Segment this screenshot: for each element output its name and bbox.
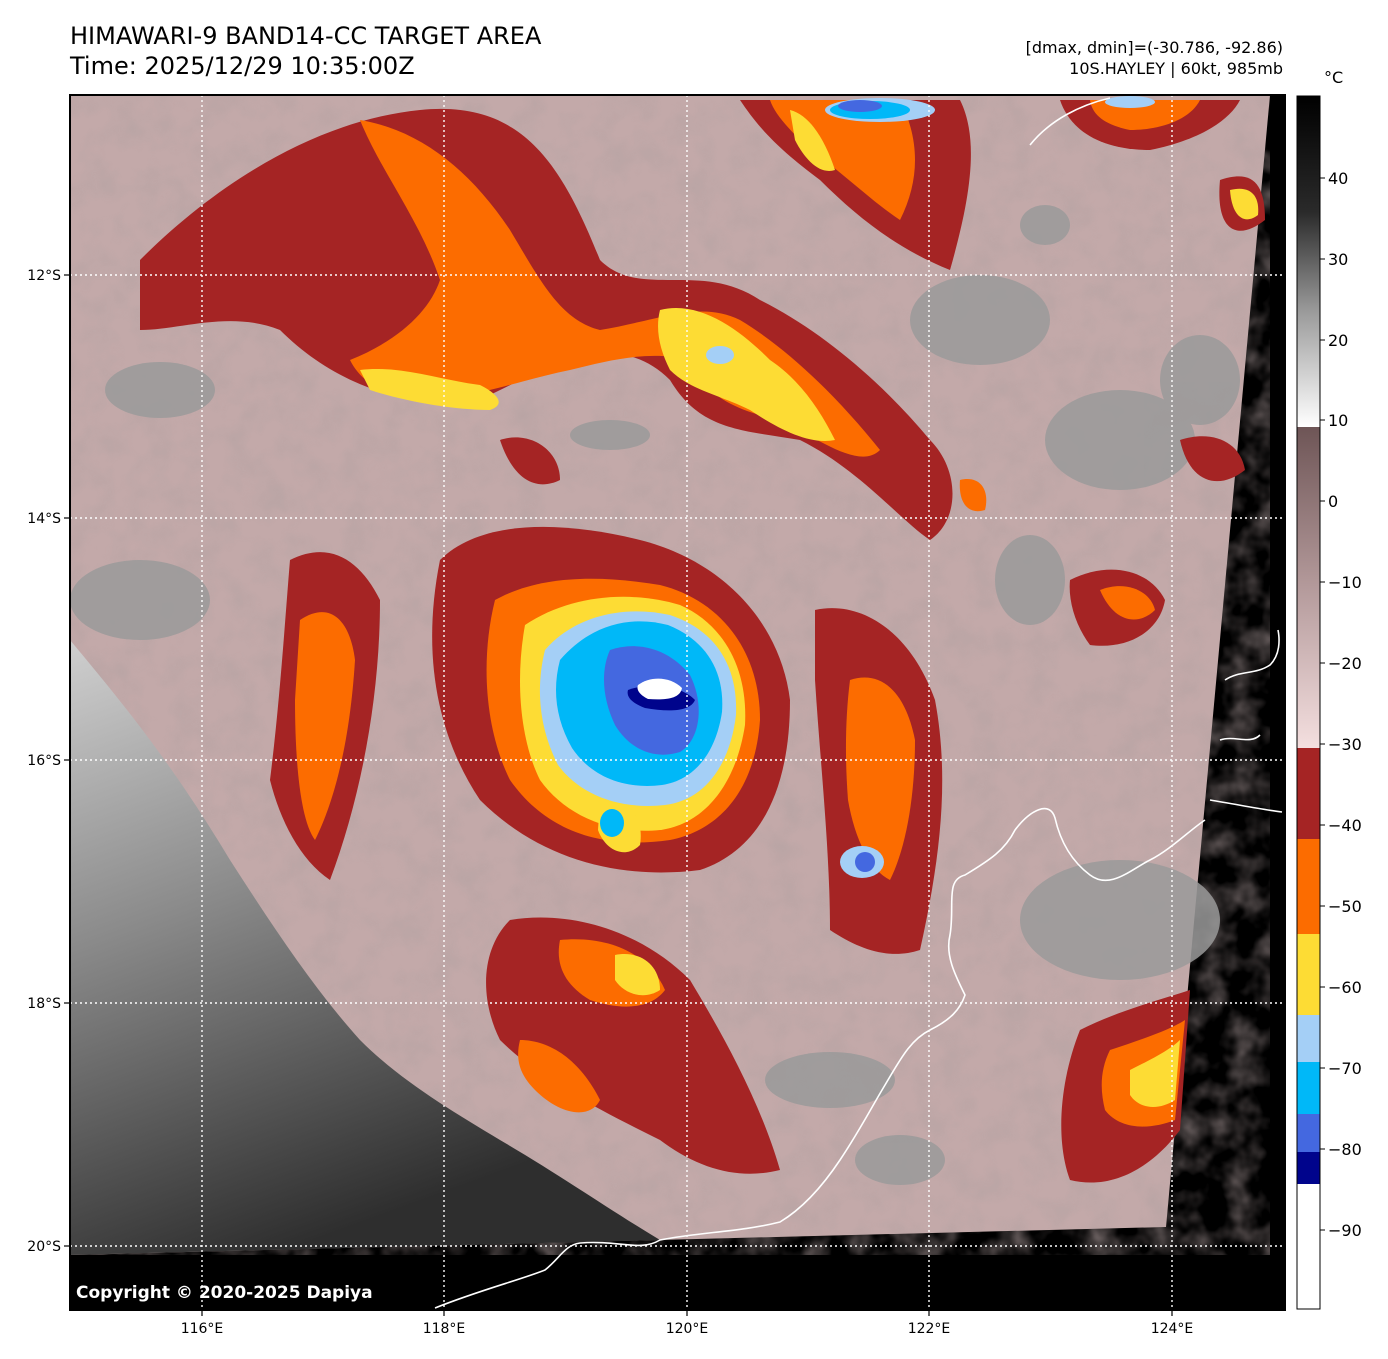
imagery-layer [70, 95, 1285, 1310]
y-tick-label: 14°S [27, 511, 61, 527]
colorbar-tick-label: −30 [1328, 735, 1362, 754]
colorbar-tick-label: −20 [1328, 654, 1362, 673]
x-tick-label: 122°E [908, 1321, 951, 1337]
y-tick-label: 16°S [27, 753, 61, 769]
colorbar-tick-label: −80 [1328, 1140, 1362, 1159]
colorbar-tick-label: −70 [1328, 1059, 1362, 1078]
colorbar-tick-label: 20 [1328, 331, 1348, 350]
chart-title: HIMAWARI-9 BAND14-CC TARGET AREA [70, 22, 542, 50]
y-tick-label: 12°S [27, 268, 61, 284]
land-region [70, 640, 660, 1255]
colorbar-tick-label: −10 [1328, 573, 1362, 592]
colorbar: 40 30 20 10 0 −10 −20 −30 −40 −50 −60 −7… [1296, 95, 1362, 1310]
x-tick-label: 120°E [666, 1321, 709, 1337]
colorbar-tick-label: 30 [1328, 250, 1348, 269]
copyright-notice: Copyright © 2020-2025 Dapiya [76, 1283, 373, 1303]
colorbar-tick-label: −90 [1328, 1221, 1362, 1240]
colorbar-tick-label: 40 [1328, 169, 1348, 188]
colorbar-tick-label: −60 [1328, 978, 1362, 997]
y-tick-label: 20°S [27, 1239, 61, 1255]
colorbar-tick-label: 0 [1328, 492, 1338, 511]
colorbar-tick-label: −50 [1328, 897, 1362, 916]
colorbar-tick-label: −40 [1328, 816, 1362, 835]
chart-timestamp: Time: 2025/12/29 10:35:00Z [70, 52, 415, 80]
y-tick-label: 18°S [27, 996, 61, 1012]
x-tick-label: 116°E [181, 1321, 224, 1337]
storm-info: 10S.HAYLEY | 60kt, 985mb [1069, 59, 1283, 78]
range-info: [dmax, dmin]=(-30.786, -92.86) [1025, 38, 1283, 57]
map-frame [69, 94, 1286, 1311]
x-tick-label: 118°E [423, 1321, 466, 1337]
colorbar-tick-label: 10 [1328, 411, 1348, 430]
colorbar-unit: °C [1324, 68, 1344, 87]
x-tick-label: 124°E [1151, 1321, 1194, 1337]
coastline [434, 97, 1283, 1309]
